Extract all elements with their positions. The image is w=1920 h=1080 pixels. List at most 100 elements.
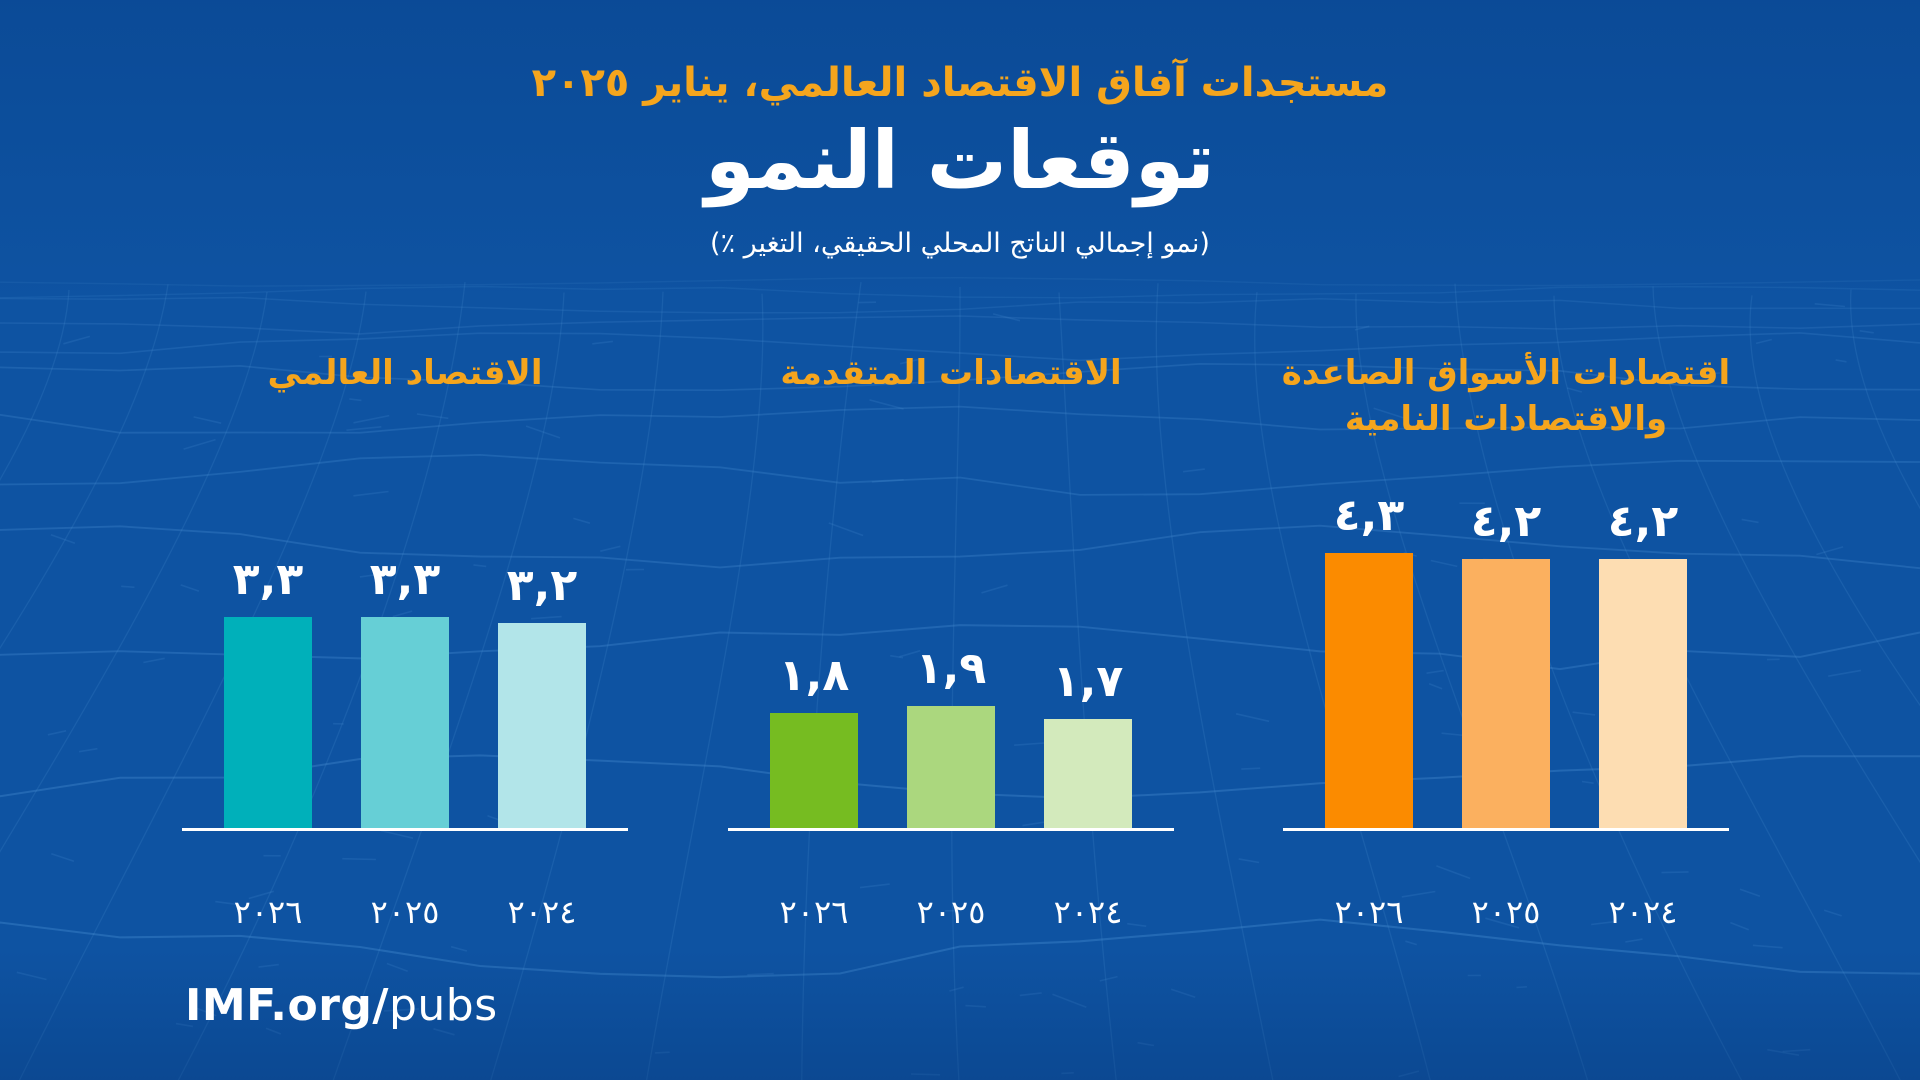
mesh-line xyxy=(433,1028,455,1036)
bar-column: ٤,٢ xyxy=(1462,496,1550,828)
mesh-line xyxy=(1436,865,1471,880)
mesh-line xyxy=(16,971,47,981)
mesh-line xyxy=(450,945,468,952)
mesh-line xyxy=(1019,992,1042,997)
mesh-line xyxy=(910,1073,941,1076)
mesh-line xyxy=(1572,711,1596,716)
mesh-line xyxy=(353,490,389,497)
mesh-line xyxy=(1235,713,1270,723)
mesh-line xyxy=(747,972,774,976)
year-label: ٢٠٢٥ xyxy=(1471,893,1541,931)
year-axis-labels: ٢٠٢٤ ٢٠٢٥ ٢٠٢٦ xyxy=(1276,892,1736,932)
year-label: ٢٠٢٦ xyxy=(233,893,303,931)
year-label: ٢٠٢٤ xyxy=(1608,893,1678,931)
bar-value-label: ٤,٢ xyxy=(1607,496,1679,547)
mesh-line xyxy=(50,533,76,544)
mesh-line xyxy=(1022,820,1048,827)
mesh-line xyxy=(1661,871,1689,874)
chart-title: توقعات النمو xyxy=(705,114,1215,207)
mesh-line xyxy=(981,584,1008,594)
mesh-line xyxy=(871,479,904,483)
bar xyxy=(1599,559,1687,828)
bar-column: ٣,٢ xyxy=(498,560,586,828)
mesh-line xyxy=(1014,742,1045,746)
year-label: ٢٠٢٤ xyxy=(507,893,577,931)
mesh-line xyxy=(1401,890,1436,898)
bar-column: ٣,٣ xyxy=(224,554,312,828)
mesh-line xyxy=(1127,922,1147,927)
mesh-line xyxy=(386,962,408,973)
panel-title-line: الاقتصادات المتقدمة xyxy=(780,353,1122,393)
bar-value-label: ١,٨ xyxy=(778,650,850,701)
mesh-line xyxy=(600,545,621,552)
mesh-line xyxy=(392,610,413,618)
mesh-line xyxy=(51,852,75,862)
mesh-line xyxy=(473,564,487,568)
bar-value-label: ١,٧ xyxy=(1052,656,1124,707)
mesh-line xyxy=(1241,767,1261,770)
bar-column: ١,٨ xyxy=(770,650,858,828)
mesh-line xyxy=(1752,944,1783,949)
mesh-line xyxy=(265,1027,282,1035)
mesh-line xyxy=(1099,975,1118,982)
mesh-line xyxy=(1428,682,1443,690)
bar-column: ٤,٣ xyxy=(1325,490,1413,828)
bar-value-label: ١,٩ xyxy=(915,643,987,694)
mesh-line xyxy=(1137,1041,1155,1047)
mesh-line xyxy=(890,654,904,659)
footer-brand: IMF.org/pubs xyxy=(185,980,498,1031)
mesh-line xyxy=(0,524,1920,570)
mesh-line xyxy=(0,918,1920,979)
mesh-line xyxy=(1591,921,1614,926)
bars-group: ٣,٢ ٣,٣ ٣,٣ xyxy=(175,554,635,828)
mesh-line xyxy=(121,585,135,589)
mesh-line xyxy=(180,584,200,592)
mesh-line xyxy=(1625,938,1643,943)
year-label: ٢٠٢٦ xyxy=(779,893,849,931)
mesh-line xyxy=(1405,940,1417,946)
mesh-line xyxy=(1823,909,1842,917)
mesh-line xyxy=(965,1004,986,1008)
panel-title-line: اقتصادات الأسواق الصاعدة xyxy=(1281,353,1731,393)
panel-title-line: الاقتصاد العالمي xyxy=(267,353,543,393)
mesh-line xyxy=(949,986,964,992)
mesh-line xyxy=(1061,1072,1074,1075)
year-axis-labels: ٢٠٢٤ ٢٠٢٥ ٢٠٢٦ xyxy=(721,892,1181,932)
bars-group: ١,٧ ١,٩ ١,٨ xyxy=(721,643,1181,828)
mesh-line xyxy=(1430,559,1458,568)
bar xyxy=(1462,559,1550,828)
mesh-line xyxy=(383,1008,420,1012)
mesh-line xyxy=(531,615,562,620)
chart-panel-world: الاقتصاد العالمي ٣,٢ ٣,٣ ٣,٣ ٢٠٢٤ ٢٠٢٥ ٢٠٢٦ xyxy=(175,340,635,940)
axis-line xyxy=(1283,828,1729,831)
chart-panel-advanced: الاقتصادات المتقدمة ١,٧ ١,٩ ١,٨ ٢٠٢٤ ٢٠٢٥ ٢٠٢٦ xyxy=(721,340,1181,940)
mesh-line xyxy=(1741,518,1759,524)
axis-line xyxy=(182,828,628,831)
mesh-line xyxy=(0,624,1920,671)
mesh-line xyxy=(859,883,890,889)
year-label: ٢٠٢٥ xyxy=(916,893,986,931)
bar xyxy=(770,713,858,828)
bar xyxy=(361,617,449,828)
mesh-line xyxy=(189,1005,217,1017)
year-label: ٢٠٢٦ xyxy=(1334,893,1404,931)
bar-value-label: ٤,٢ xyxy=(1470,496,1542,547)
mesh-line xyxy=(175,1022,194,1028)
mesh-line xyxy=(573,517,591,524)
mesh-line xyxy=(78,747,98,753)
bar-value-label: ٣,٢ xyxy=(506,560,578,611)
mesh-line xyxy=(1426,669,1444,674)
mesh-line xyxy=(248,890,275,900)
bar-value-label: ٤,٣ xyxy=(1333,490,1405,541)
mesh-line xyxy=(47,730,67,736)
bars-group: ٤,٢ ٤,٢ ٤,٣ xyxy=(1276,490,1736,828)
year-label: ٢٠٢٥ xyxy=(370,893,440,931)
mesh-line xyxy=(1816,546,1844,556)
bar xyxy=(498,623,586,828)
bar xyxy=(907,706,995,828)
bar-column: ١,٧ xyxy=(1044,656,1132,828)
chart-unit-note: (نمو إجمالي الناتج المحلي الحقيقي، التغي… xyxy=(710,228,1210,259)
mesh-line xyxy=(1441,732,1465,737)
mesh-line xyxy=(1730,921,1749,931)
